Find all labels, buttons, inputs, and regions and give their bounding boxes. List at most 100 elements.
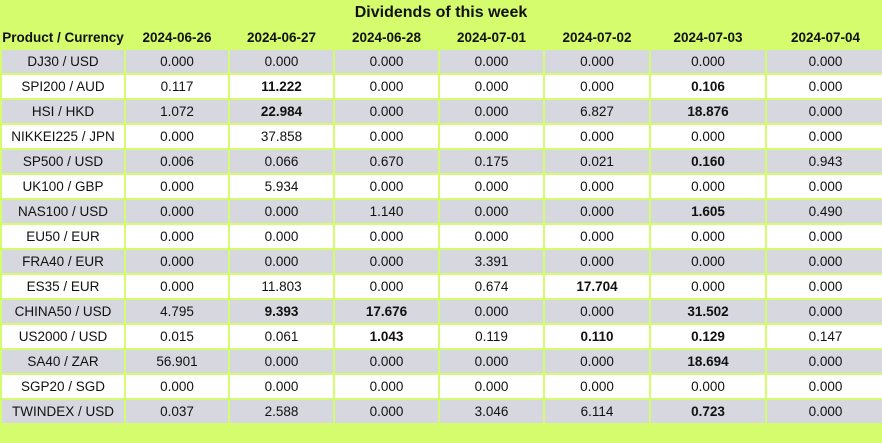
dividend-value-cell: 0.674 [440, 275, 543, 298]
dividend-value-cell: 1.043 [335, 325, 438, 348]
dividend-value-cell: 0.175 [440, 150, 543, 173]
table-row: ES35 / EUR 0.000 11.803 0.000 0.674 17.704 0.0… [2, 275, 882, 298]
dividend-value-cell: 17.676 [335, 300, 438, 323]
dividend-value-cell: 0.000 [440, 350, 543, 373]
dividend-value-cell: 0.000 [230, 50, 333, 73]
column-header-date: 2024-07-04 [767, 26, 882, 48]
dividend-value-cell: 0.000 [335, 75, 438, 98]
dividend-value-cell: 0.000 [335, 50, 438, 73]
product-cell: ES35 / EUR [2, 275, 124, 298]
dividend-value-cell: 0.000 [767, 300, 882, 323]
column-header-date: 2024-06-28 [335, 26, 438, 48]
column-header-date: 2024-06-27 [230, 26, 333, 48]
table-body: DJ30 / USD 0.000 0.000 0.000 0.000 0.000 0.000… [2, 50, 882, 423]
dividend-value-cell: 0.000 [335, 225, 438, 248]
dividend-value-cell: 0.061 [230, 325, 333, 348]
dividend-value-cell: 0.000 [545, 125, 649, 148]
dividend-value-cell: 3.046 [440, 400, 543, 423]
dividend-value-cell: 0.670 [335, 150, 438, 173]
dividend-value-cell: 0.015 [126, 325, 228, 348]
dividend-value-cell: 0.000 [335, 275, 438, 298]
dividend-value-cell: 0.000 [126, 125, 228, 148]
dividend-value-cell: 0.000 [767, 125, 882, 148]
dividend-value-cell: 0.000 [651, 125, 765, 148]
dividend-value-cell: 0.000 [651, 375, 765, 398]
dividend-value-cell: 0.000 [126, 50, 228, 73]
dividend-value-cell: 1.072 [126, 100, 228, 123]
table-row: UK100 / GBP 0.000 5.934 0.000 0.000 0.000 0.00… [2, 175, 882, 198]
dividend-value-cell: 0.000 [767, 75, 882, 98]
column-header-date: 2024-07-02 [545, 26, 649, 48]
dividend-value-cell: 4.795 [126, 300, 228, 323]
dividend-value-cell: 0.000 [440, 100, 543, 123]
dividend-value-cell: 0.129 [651, 325, 765, 348]
dividend-value-cell: 0.000 [230, 375, 333, 398]
product-cell: SP500 / USD [2, 150, 124, 173]
table-title: Dividends of this week [354, 4, 528, 21]
dividend-value-cell: 0.000 [651, 250, 765, 273]
dividend-value-cell: 0.000 [545, 200, 649, 223]
column-header-product: Product / Currency [2, 26, 124, 48]
dividend-value-cell: 18.876 [651, 100, 765, 123]
table-row: TWINDEX / USD 0.037 2.588 0.000 3.046 6.114 0.… [2, 400, 882, 423]
dividend-value-cell: 0.117 [126, 75, 228, 98]
dividend-value-cell: 3.391 [440, 250, 543, 273]
dividend-value-cell: 0.000 [767, 350, 882, 373]
dividend-value-cell: 0.000 [335, 400, 438, 423]
dividend-value-cell: 0.000 [440, 225, 543, 248]
dividend-value-cell: 18.694 [651, 350, 765, 373]
dividend-value-cell: 0.110 [545, 325, 649, 348]
dividend-value-cell: 0.000 [126, 250, 228, 273]
dividend-value-cell: 2.588 [230, 400, 333, 423]
dividend-value-cell: 0.000 [767, 50, 882, 73]
dividend-value-cell: 0.000 [767, 275, 882, 298]
product-cell: NIKKEI225 / JPN [2, 125, 124, 148]
dividend-value-cell: 0.000 [545, 300, 649, 323]
table-row: NAS100 / USD 0.000 0.000 1.140 0.000 0.000 1.6… [2, 200, 882, 223]
dividend-value-cell: 0.000 [767, 175, 882, 198]
table-row: EU50 / EUR 0.000 0.000 0.000 0.000 0.000 0.000… [2, 225, 882, 248]
dividend-value-cell: 0.000 [545, 50, 649, 73]
dividend-value-cell: 9.393 [230, 300, 333, 323]
dividend-value-cell: 0.000 [230, 350, 333, 373]
table-row: SA40 / ZAR 56.901 0.000 0.000 0.000 0.000 18.6… [2, 350, 882, 373]
dividend-value-cell: 0.006 [126, 150, 228, 173]
product-cell: DJ30 / USD [2, 50, 124, 73]
dividend-value-cell: 0.000 [230, 200, 333, 223]
table-row: DJ30 / USD 0.000 0.000 0.000 0.000 0.000 0.000… [2, 50, 882, 73]
dividend-value-cell: 0.000 [440, 200, 543, 223]
dividend-value-cell: 0.160 [651, 150, 765, 173]
dividend-value-cell: 0.000 [545, 375, 649, 398]
dividend-value-cell: 0.000 [126, 375, 228, 398]
dividend-value-cell: 0.000 [651, 225, 765, 248]
dividend-value-cell: 0.000 [545, 75, 649, 98]
dividend-value-cell: 0.000 [767, 375, 882, 398]
dividend-value-cell: 0.000 [767, 250, 882, 273]
product-cell: FRA40 / EUR [2, 250, 124, 273]
table-row: FRA40 / EUR 0.000 0.000 0.000 3.391 0.000 0.00… [2, 250, 882, 273]
dividend-value-cell: 6.114 [545, 400, 649, 423]
dividend-value-cell: 22.984 [230, 100, 333, 123]
dividend-value-cell: 5.934 [230, 175, 333, 198]
dividend-value-cell: 11.803 [230, 275, 333, 298]
dividend-value-cell: 0.119 [440, 325, 543, 348]
dividend-value-cell: 0.000 [651, 175, 765, 198]
dividend-value-cell: 0.000 [126, 275, 228, 298]
dividend-value-cell: 11.222 [230, 75, 333, 98]
dividend-value-cell: 0.000 [335, 250, 438, 273]
dividend-value-cell: 37.858 [230, 125, 333, 148]
dividend-value-cell: 0.000 [230, 250, 333, 273]
table-row: SPI200 / AUD 0.117 11.222 0.000 0.000 0.000 0.… [2, 75, 882, 98]
dividend-value-cell: 0.021 [545, 150, 649, 173]
dividend-value-cell: 0.000 [335, 375, 438, 398]
dividend-value-cell: 0.000 [440, 50, 543, 73]
product-cell: TWINDEX / USD [2, 400, 124, 423]
dividend-value-cell: 56.901 [126, 350, 228, 373]
table-row: NIKKEI225 / JPN 0.000 37.858 0.000 0.000 0.00… [2, 125, 882, 148]
dividend-value-cell: 0.000 [440, 375, 543, 398]
dividends-table: Product / Currency 2024-06-26 2024-06-27… [0, 24, 882, 425]
dividend-value-cell: 0.000 [440, 175, 543, 198]
product-cell: EU50 / EUR [2, 225, 124, 248]
dividend-value-cell: 0.723 [651, 400, 765, 423]
